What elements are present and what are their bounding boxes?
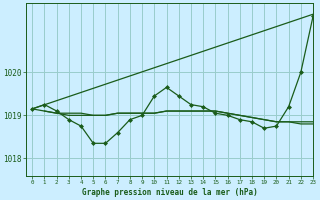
X-axis label: Graphe pression niveau de la mer (hPa): Graphe pression niveau de la mer (hPa): [82, 188, 258, 197]
